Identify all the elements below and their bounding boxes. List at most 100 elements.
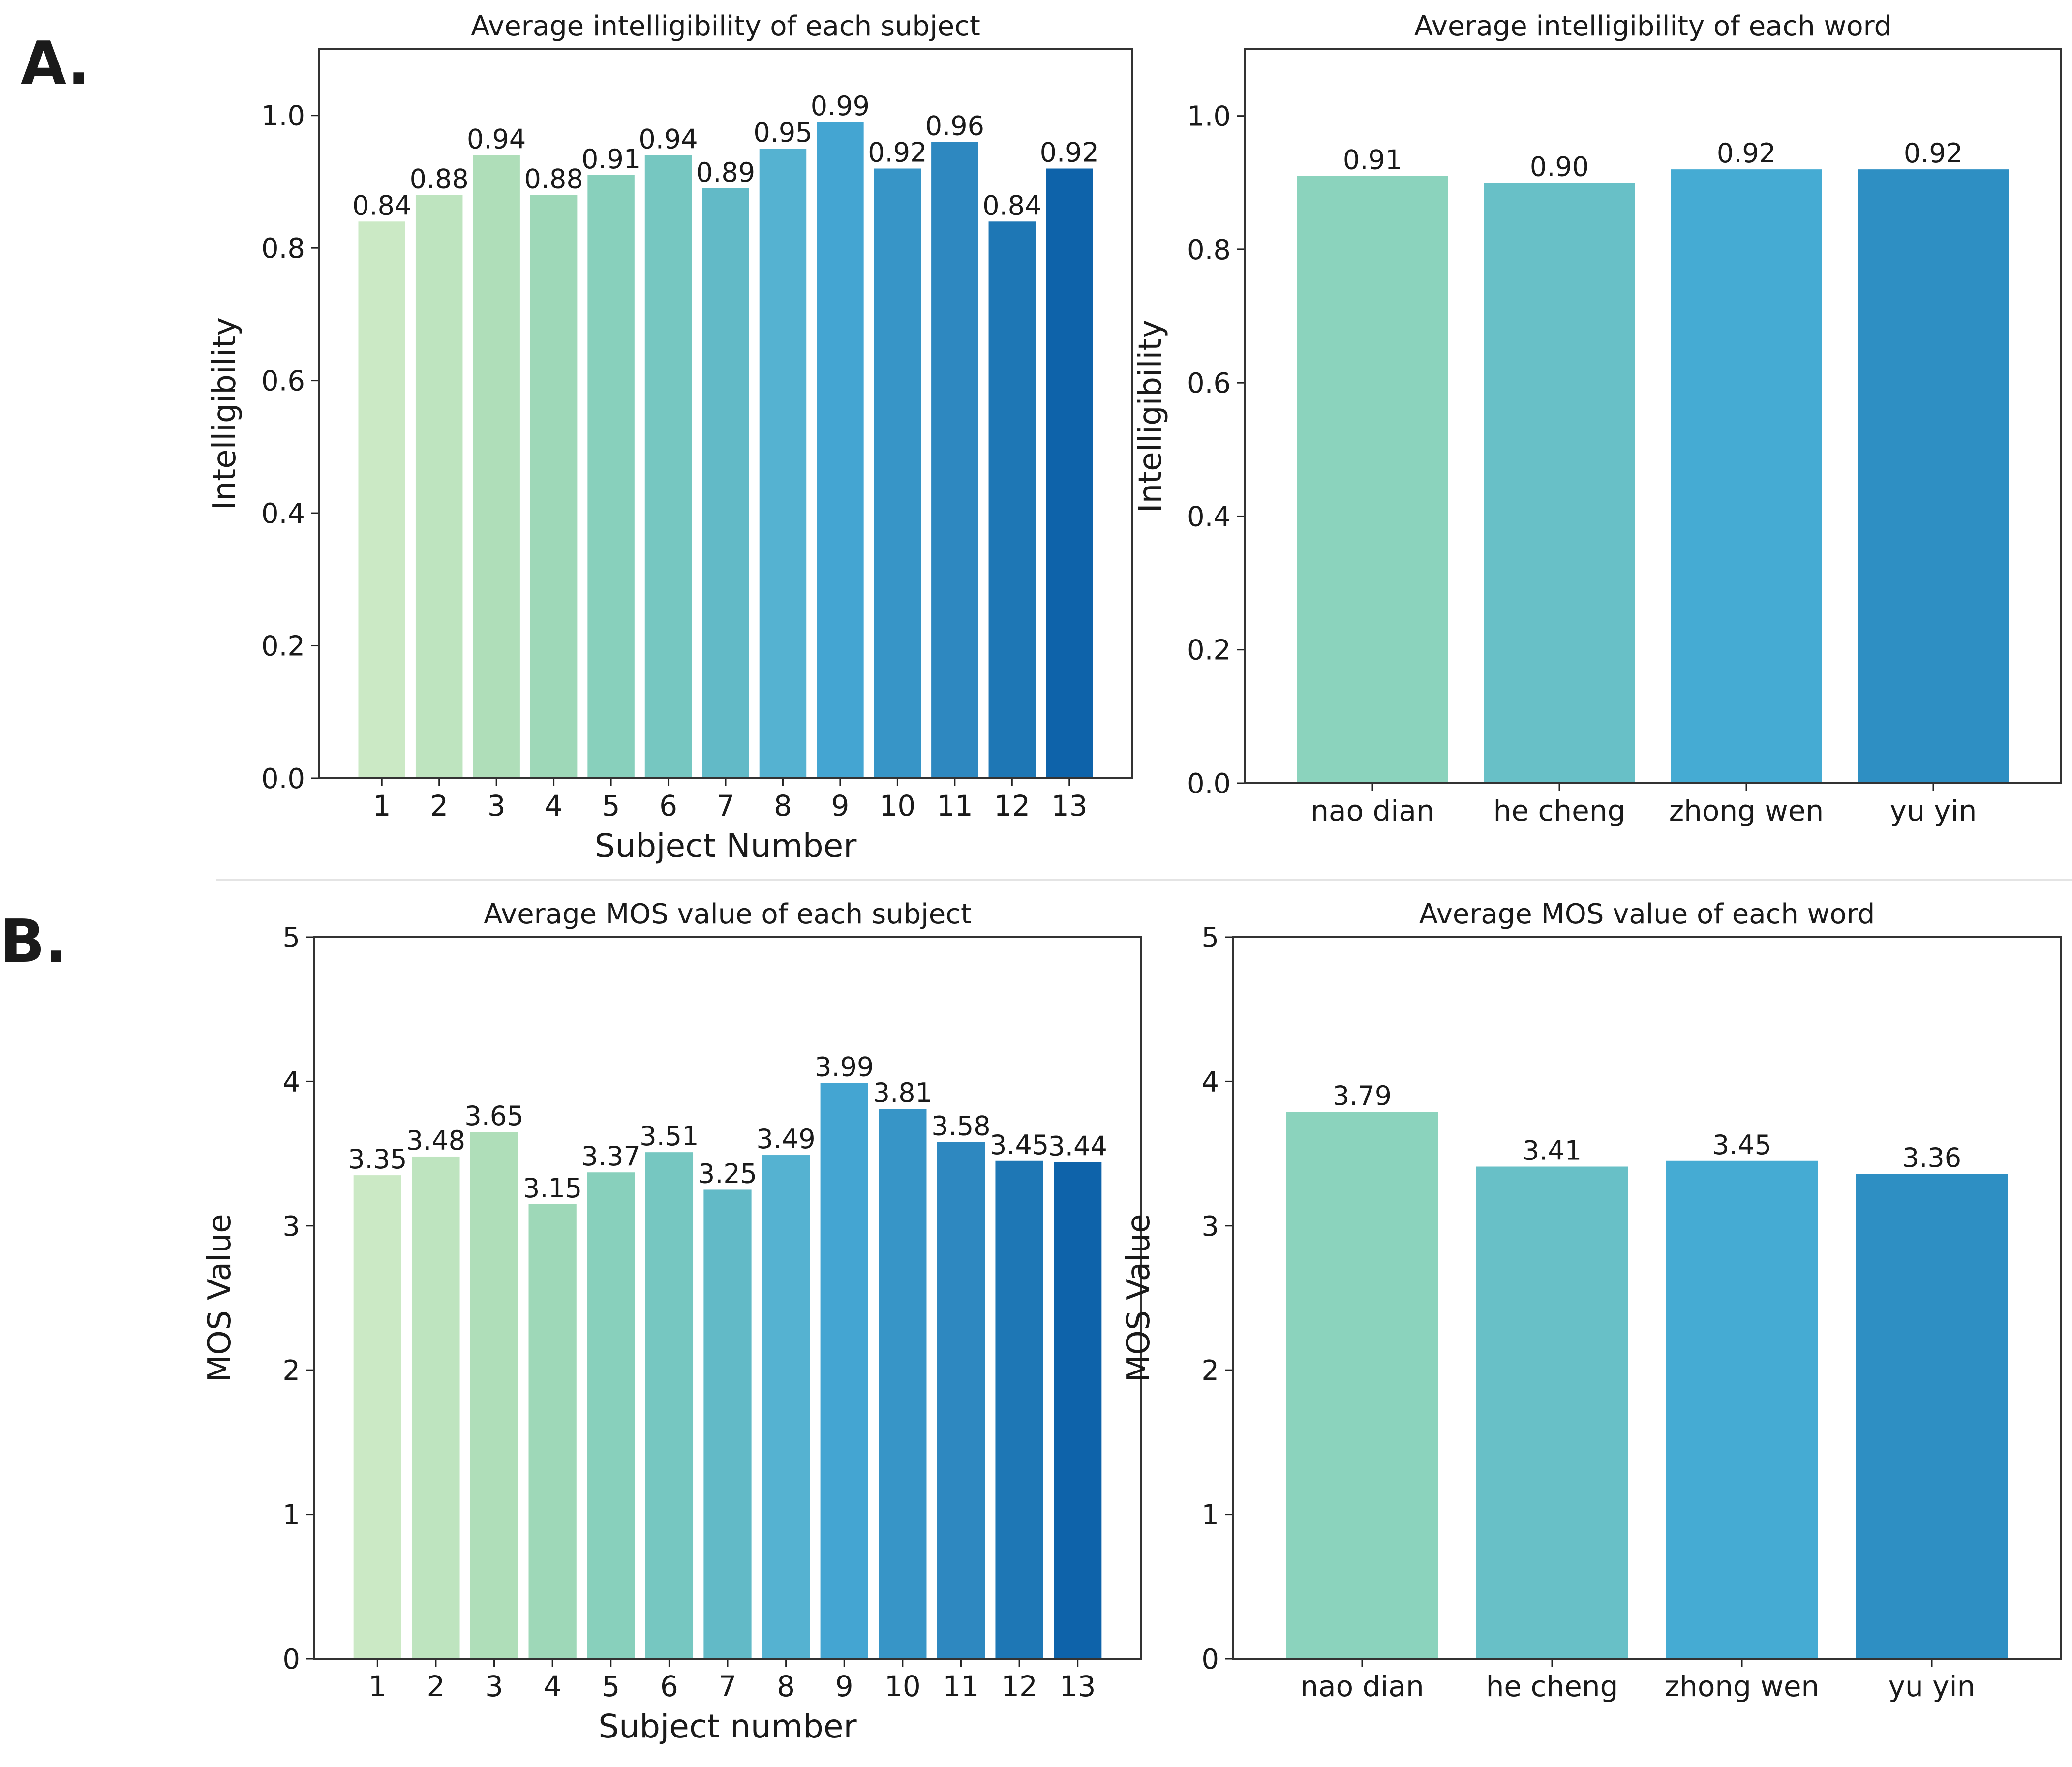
bar-value-label: 0.92 <box>1717 138 1776 169</box>
panel-letter-b: B. <box>0 908 67 976</box>
bar-value-label: 0.91 <box>1343 145 1402 176</box>
bar-value-label: 3.25 <box>698 1158 757 1189</box>
x-tick-label: 8 <box>777 1670 795 1703</box>
bar-value-label: 3.65 <box>464 1100 523 1131</box>
x-tick-label: 7 <box>717 789 735 823</box>
x-tick-label: 10 <box>879 789 915 823</box>
bar-10 <box>879 1109 927 1659</box>
x-tick-label: zhong wen <box>1665 1670 1820 1703</box>
x-tick-label: 12 <box>1001 1670 1037 1703</box>
bar-value-label: 0.88 <box>524 163 583 194</box>
y-tick-label: 0.2 <box>1187 635 1231 667</box>
bar-value-label: 0.99 <box>811 91 870 122</box>
y-tick-label: 0.6 <box>261 366 305 397</box>
x-tick-label: he cheng <box>1486 1670 1618 1703</box>
x-tick-label: 3 <box>488 789 506 823</box>
x-tick-label: 8 <box>774 789 792 823</box>
y-tick-label: 5 <box>282 922 300 954</box>
bar-value-label: 0.96 <box>925 111 984 142</box>
bar-value-label: 3.41 <box>1523 1135 1582 1166</box>
x-axis-label: Subject Number <box>595 827 857 865</box>
bar-4 <box>530 195 578 778</box>
y-tick-label: 2 <box>1201 1355 1219 1387</box>
bar-value-label: 3.49 <box>756 1124 815 1155</box>
x-tick-label: nao dian <box>1310 794 1434 827</box>
bar-1 <box>353 1175 401 1659</box>
y-tick-label: 2 <box>282 1355 300 1387</box>
y-axis-label: MOS Value <box>1121 1214 1157 1382</box>
y-tick-label: 0.4 <box>261 498 305 530</box>
x-tick-label: 3 <box>485 1670 503 1703</box>
bar-value-label: 0.95 <box>753 117 812 148</box>
x-tick-label: 5 <box>602 1670 620 1703</box>
bar-10 <box>874 168 921 779</box>
chart-title: Average intelligibility of each word <box>1414 10 1891 42</box>
bar-value-label: 0.88 <box>410 163 469 194</box>
bar-value-label: 3.44 <box>1048 1131 1107 1162</box>
bar-zhong-wen <box>1666 1160 1818 1659</box>
y-tick-label: 4 <box>1201 1066 1219 1098</box>
bar-7 <box>703 1189 752 1659</box>
bar-nao-dian <box>1297 176 1448 783</box>
x-tick-label: 13 <box>1060 1670 1096 1703</box>
x-tick-label: 4 <box>544 1670 562 1703</box>
bar-value-label: 0.90 <box>1530 151 1589 182</box>
bar-value-label: 3.15 <box>523 1173 582 1204</box>
chart-title: Average MOS value of each subject <box>484 898 972 930</box>
x-tick-label: 6 <box>660 1670 678 1703</box>
chart-intelligibility-word: Average intelligibility of each word 0.91… <box>1132 10 2062 827</box>
x-tick-label: yu yin <box>1890 794 1977 827</box>
chart-title: Average intelligibility of each subject <box>471 10 980 42</box>
plot-frame <box>1232 936 2062 1660</box>
y-tick-label: 3 <box>1201 1211 1219 1243</box>
x-tick-label: 11 <box>943 1670 979 1703</box>
bar-5 <box>587 1172 635 1659</box>
bar-value-label: 3.58 <box>931 1111 990 1142</box>
x-tick-label: 9 <box>835 1670 853 1703</box>
x-tick-label: yu yin <box>1889 1670 1976 1703</box>
y-tick-label: 1 <box>1201 1499 1219 1531</box>
bar-he-cheng <box>1476 1166 1628 1659</box>
bar-value-label: 0.92 <box>1040 137 1099 168</box>
bar-4 <box>528 1204 577 1659</box>
y-tick-label: 0.6 <box>1187 367 1231 399</box>
x-tick-label: 12 <box>994 789 1030 823</box>
bar-2 <box>415 195 463 778</box>
bar-value-label: 0.84 <box>352 190 411 221</box>
x-axis-label: Subject number <box>598 1707 857 1745</box>
bar-value-label: 0.89 <box>696 157 755 188</box>
bar-value-label: 3.79 <box>1333 1080 1392 1111</box>
x-tick-label: 10 <box>884 1670 921 1703</box>
bar-he-cheng <box>1484 183 1635 784</box>
bar-7 <box>702 188 749 779</box>
bar-2 <box>412 1156 460 1659</box>
bar-13 <box>1054 1162 1102 1659</box>
x-tick-label: 1 <box>373 789 391 823</box>
x-tick-label: 11 <box>937 789 973 823</box>
bar-9 <box>817 122 864 779</box>
bar-zhong-wen <box>1671 169 1822 783</box>
chart-intelligibility-subject: Average intelligibility of each subject 0… <box>207 10 1133 865</box>
x-tick-label: 2 <box>427 1670 445 1703</box>
x-tick-label: 9 <box>831 789 849 823</box>
bar-1 <box>358 221 405 779</box>
y-axis-label: Intelligibility <box>1132 320 1169 513</box>
y-tick-label: 1.0 <box>261 100 305 132</box>
bar-9 <box>820 1083 868 1659</box>
chart-mos-subject: Average MOS value of each subject 3.35 1 3.… <box>202 898 1142 1745</box>
bar-value-label: 3.37 <box>581 1141 640 1172</box>
bar-6 <box>644 155 692 779</box>
bar-value-label: 3.99 <box>815 1051 874 1082</box>
bar-value-label: 3.35 <box>348 1144 407 1175</box>
x-tick-label: 1 <box>368 1670 387 1703</box>
y-tick-label: 0.8 <box>261 233 305 265</box>
y-tick-label: 1 <box>282 1499 300 1531</box>
x-tick-label: 2 <box>430 789 448 823</box>
x-tick-label: nao dian <box>1300 1670 1424 1703</box>
chart-title: Average MOS value of each word <box>1419 898 1875 930</box>
x-tick-label: 6 <box>659 789 677 823</box>
x-tick-label: 13 <box>1051 789 1088 823</box>
y-axis-label: MOS Value <box>202 1214 238 1382</box>
bar-nao-dian <box>1286 1112 1438 1659</box>
